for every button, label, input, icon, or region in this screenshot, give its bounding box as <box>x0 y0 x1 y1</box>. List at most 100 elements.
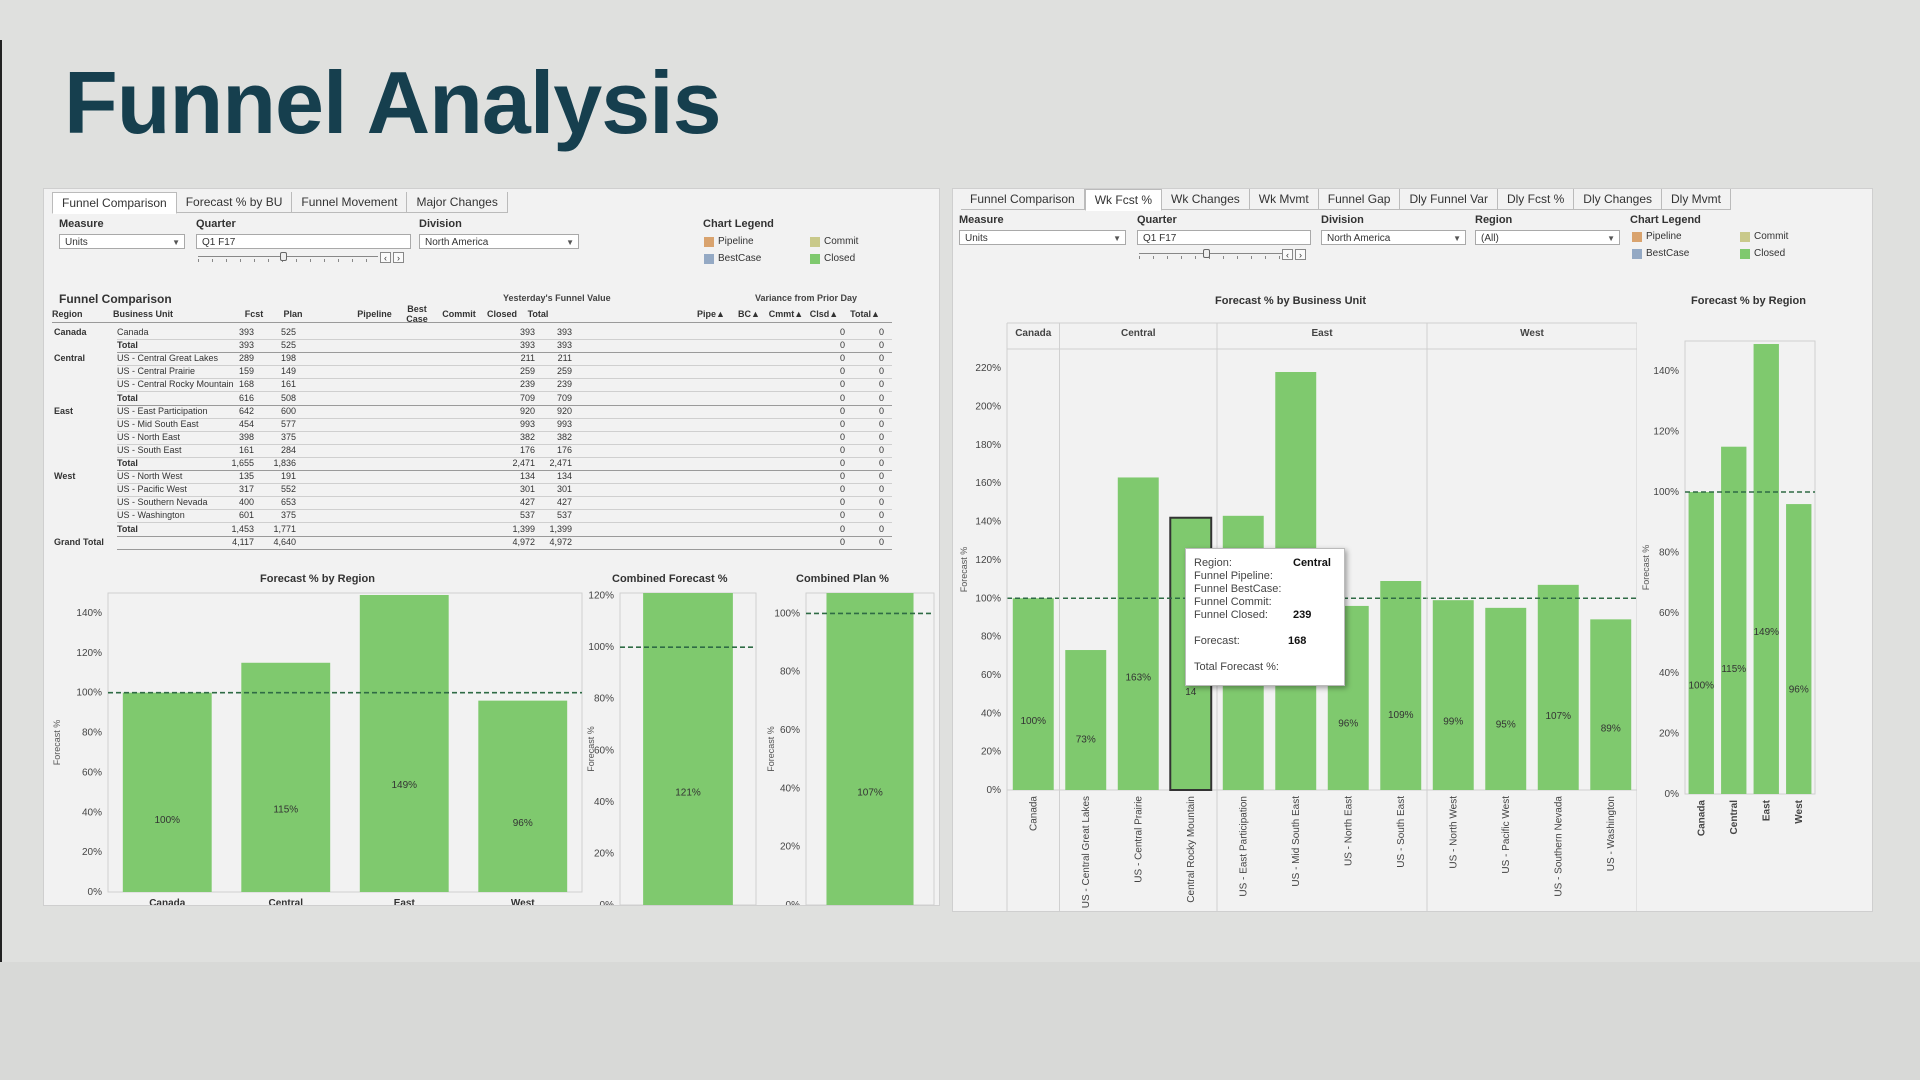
y-tick-label: 180% <box>975 440 1001 451</box>
tab-dly-fcst-[interactable]: Dly Fcst % <box>1498 189 1575 209</box>
bar[interactable] <box>1065 650 1107 790</box>
chevron-left-icon: ‹ <box>384 253 387 263</box>
column-header: Plan <box>283 309 303 319</box>
slider-thumb[interactable] <box>280 252 287 261</box>
tab-major-changes[interactable]: Major Changes <box>407 192 508 212</box>
bar[interactable] <box>1432 600 1474 790</box>
legend-swatch <box>1740 249 1750 259</box>
x-tick-label: West <box>511 898 535 905</box>
tab-dly-funnel-var[interactable]: Dly Funnel Var <box>1400 189 1498 209</box>
tab-funnel-comparison[interactable]: Funnel Comparison <box>52 192 177 214</box>
bar[interactable] <box>1753 344 1779 794</box>
bar[interactable] <box>1012 598 1054 790</box>
column-header[interactable]: Clsd▲ <box>809 309 839 319</box>
bar[interactable] <box>478 700 568 892</box>
quarter-label: Quarter <box>1137 214 1177 226</box>
measure-select[interactable]: Units ▼ <box>59 234 185 249</box>
bar[interactable] <box>1688 492 1714 794</box>
bar[interactable] <box>359 594 449 892</box>
next-quarter-button[interactable]: › <box>393 252 404 263</box>
column-header: Best Case <box>406 304 428 324</box>
tab-wk-mvmt[interactable]: Wk Mvmt <box>1250 189 1319 209</box>
column-header: Closed <box>486 309 517 319</box>
legend-label: Pipeline <box>718 236 754 247</box>
total-cell: 301 <box>556 484 572 495</box>
prev-quarter-button[interactable]: ‹ <box>1282 249 1293 260</box>
column-header[interactable]: BC▲ <box>738 309 760 319</box>
total-cell: 537 <box>556 510 572 521</box>
clsd_d-cell: 0 <box>839 536 845 547</box>
chevron-down-icon: ▼ <box>1607 234 1615 243</box>
chart-title: Combined Forecast % <box>612 573 728 585</box>
column-header[interactable]: Cmmt▲ <box>768 309 804 319</box>
tab-dly-changes[interactable]: Dly Changes <box>1574 189 1662 209</box>
quarter-slider[interactable] <box>198 252 378 262</box>
column-header[interactable]: Total▲ <box>850 309 880 319</box>
bar[interactable] <box>1786 504 1812 794</box>
slide-title: Funnel Analysis <box>64 53 722 152</box>
legend-label: Closed <box>824 253 856 264</box>
y-tick-label: 220% <box>975 363 1001 374</box>
division-select[interactable]: North America ▼ <box>1321 230 1466 245</box>
tooltip-closed-label: Funnel Closed: <box>1194 609 1268 621</box>
x-tick-label: Canada <box>1028 796 1039 831</box>
total_d-cell: 0 <box>878 523 884 534</box>
bar-value-label: 149% <box>391 780 417 791</box>
bar[interactable] <box>1485 607 1527 790</box>
bar[interactable] <box>643 593 733 905</box>
closed-cell: 239 <box>519 379 535 390</box>
y-tick-label: 40% <box>981 708 1001 719</box>
column-header[interactable]: Pipe▲ <box>697 309 725 319</box>
yesterday-header: Yesterday's Funnel Value <box>503 293 611 303</box>
total-cell: 176 <box>556 444 572 455</box>
plan-cell: 1,836 <box>273 458 296 468</box>
bar[interactable] <box>241 662 331 892</box>
quarter-slider[interactable] <box>1139 249 1282 259</box>
bar[interactable] <box>1117 477 1159 790</box>
y-axis-label: Forecast % <box>586 726 596 772</box>
tooltip-total-label: Total Forecast %: <box>1194 661 1279 673</box>
combined-forecast-chart: 0% 20% 40% 60% 80% 100% 120% Forecast % 121% <box>586 591 757 905</box>
bar[interactable] <box>1380 581 1422 790</box>
slider-thumb[interactable] <box>1203 249 1210 258</box>
next-quarter-button[interactable]: › <box>1295 249 1306 260</box>
quarter-select[interactable]: Q1 F17 <box>196 234 411 249</box>
closed-cell: 537 <box>519 510 535 521</box>
tab-funnel-comparison[interactable]: Funnel Comparison <box>961 189 1085 209</box>
total_d-cell: 0 <box>878 353 884 364</box>
y-tick-label: 0% <box>786 900 801 905</box>
row-divider <box>117 509 892 511</box>
tab-dly-mvmt[interactable]: Dly Mvmt <box>1662 189 1731 209</box>
y-axis-label: Forecast % <box>766 726 776 772</box>
measure-select[interactable]: Units ▼ <box>959 230 1126 245</box>
prev-quarter-button[interactable]: ‹ <box>380 252 391 263</box>
plan-cell: 525 <box>280 327 296 337</box>
x-tick-label: US - Central Prairie <box>1133 796 1144 883</box>
bar[interactable] <box>122 692 212 892</box>
y-tick-label: 20% <box>594 848 614 859</box>
tab-forecast-by-bu[interactable]: Forecast % by BU <box>177 192 293 212</box>
y-tick-label: 20% <box>1659 729 1679 740</box>
x-tick-label: US - North East <box>1343 796 1354 866</box>
division-select[interactable]: North America ▼ <box>419 234 579 249</box>
closed-cell: 427 <box>519 497 535 508</box>
tab-wk-changes[interactable]: Wk Changes <box>1162 189 1250 209</box>
row-divider <box>117 456 892 458</box>
right-dashboard: Funnel Comparison Wk Fcst % Wk Changes Wk M… <box>952 188 1873 912</box>
bar-value-label: 73% <box>1076 735 1096 746</box>
bar[interactable] <box>1537 584 1579 790</box>
legend-swatch <box>704 254 714 264</box>
bar[interactable] <box>826 593 914 905</box>
fcst-cell: 1,655 <box>231 458 254 468</box>
fcst-cell: 1,453 <box>231 523 254 534</box>
legend-swatch <box>704 237 714 247</box>
bar[interactable] <box>1721 446 1747 794</box>
chart-title: Combined Plan % <box>796 573 889 585</box>
tab-funnel-gap[interactable]: Funnel Gap <box>1319 189 1401 209</box>
region-select[interactable]: (All) ▼ <box>1475 230 1620 245</box>
bar[interactable] <box>1590 619 1632 790</box>
tab-wk-fcst-[interactable]: Wk Fcst % <box>1084 189 1163 211</box>
quarter-select[interactable]: Q1 F17 <box>1137 230 1311 245</box>
tab-funnel-movement[interactable]: Funnel Movement <box>292 192 408 212</box>
chevron-right-icon: › <box>1299 250 1302 260</box>
